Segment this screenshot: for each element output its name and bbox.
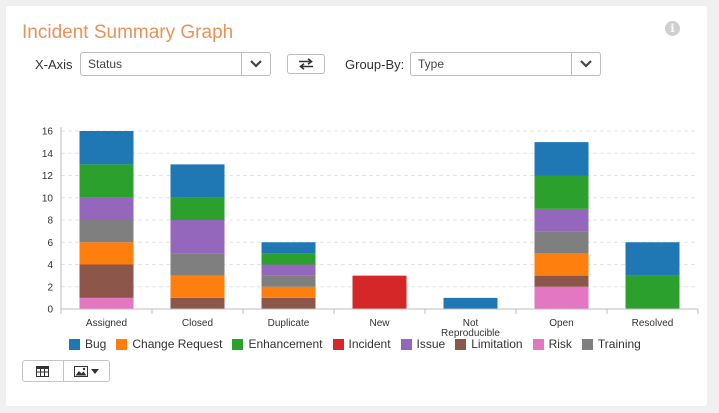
page-title: Incident Summary Graph [22, 22, 234, 43]
chart-legend: Bug Change Request Enhancement Incident Issu… [69, 336, 651, 352]
bar-segment[interactable] [79, 164, 134, 198]
y-tick-label: 8 [47, 216, 53, 227]
bar-segment[interactable] [170, 197, 225, 220]
bar-segment[interactable] [261, 264, 316, 276]
x-tick-label: Closed [182, 318, 213, 329]
legend-swatch [69, 338, 80, 350]
bar-segment[interactable] [534, 275, 589, 287]
bar-segment[interactable] [79, 197, 134, 220]
legend-item[interactable]: Change Request [116, 337, 222, 351]
bar-segment[interactable] [79, 220, 134, 243]
xaxis-label: X-Axis [35, 57, 73, 72]
chart-toolbar [22, 360, 110, 382]
legend-swatch [455, 338, 467, 350]
y-tick-label: 0 [47, 305, 53, 316]
bar-segment[interactable] [79, 297, 134, 309]
y-tick-label: 6 [47, 238, 53, 249]
stacked-bar-chart: 0 2 4 6 8 10 12 14 16 Assigned Closed Duplicate New N… [42, 127, 699, 339]
y-tick-label: 10 [42, 193, 54, 204]
y-tick-label: 14 [42, 149, 54, 160]
legend-item[interactable]: Issue [400, 337, 446, 351]
bar-segment[interactable] [534, 253, 589, 276]
bar-segment[interactable] [261, 286, 316, 298]
image-export-button[interactable] [64, 361, 109, 381]
legend-item[interactable]: Bug [69, 337, 106, 351]
legend-label: Enhancement [248, 337, 323, 351]
y-tick-label: 16 [42, 127, 54, 138]
info-icon[interactable]: i [665, 21, 680, 36]
legend-swatch [532, 338, 544, 350]
image-icon [73, 365, 88, 377]
bar-segment[interactable] [170, 164, 225, 198]
legend-label: Incident [348, 337, 391, 351]
legend-item[interactable]: Limitation [455, 337, 523, 351]
groupby-label: Group-By: [345, 57, 405, 72]
legend-label: Issue [416, 337, 446, 351]
bar-segment[interactable] [261, 275, 316, 287]
xaxis-selected-value: Status [88, 57, 123, 71]
legend-swatch [400, 338, 412, 350]
bar-segment[interactable] [534, 231, 589, 254]
bar-segment[interactable] [534, 142, 589, 176]
legend-label: Change Request [132, 337, 223, 351]
x-tick-label: Resolved [632, 318, 674, 329]
table-view-button[interactable] [23, 361, 64, 381]
bar-segment[interactable] [534, 286, 589, 309]
legend-item[interactable]: Incident [332, 337, 391, 351]
chevron-down-icon[interactable] [571, 53, 600, 75]
incident-summary-card: Incident Summary Graph i X-Axis Status G… [6, 6, 707, 406]
bar-segment[interactable] [79, 131, 134, 165]
bar-segment[interactable] [534, 208, 589, 232]
legend-swatch [116, 338, 128, 350]
bar-segment[interactable] [625, 242, 680, 276]
bar-segment[interactable] [261, 297, 316, 309]
legend-swatch [332, 338, 344, 350]
swap-arrows-icon [299, 58, 313, 70]
bar-segment[interactable] [170, 275, 225, 298]
bar-segment[interactable] [534, 175, 589, 209]
legend-label: Training [597, 337, 641, 351]
bar-segment[interactable] [261, 253, 316, 265]
legend-swatch [232, 338, 244, 350]
x-tick-label: Duplicate [268, 318, 310, 329]
legend-label: Bug [85, 337, 107, 351]
bar-segment[interactable] [79, 264, 134, 298]
bar-segment[interactable] [625, 275, 680, 309]
xaxis-select[interactable]: Status [80, 52, 271, 76]
x-tick-label: Not Reproducible [441, 318, 500, 339]
x-tick-label: Open [549, 318, 573, 329]
legend-item[interactable]: Enhancement [232, 337, 323, 351]
groupby-selected-value: Type [418, 57, 445, 71]
table-icon [36, 365, 50, 377]
bar-segment[interactable] [79, 242, 134, 265]
y-tick-label: 12 [42, 171, 54, 182]
legend-item[interactable]: Training [581, 337, 641, 351]
y-tick-label: 2 [47, 282, 53, 293]
x-tick-label: Assigned [86, 318, 127, 329]
legend-item[interactable]: Risk [532, 337, 572, 351]
legend-label: Risk [548, 337, 572, 351]
y-tick-label: 4 [47, 260, 53, 271]
legend-label: Limitation [471, 337, 523, 351]
swap-axes-button[interactable] [287, 54, 325, 74]
groupby-select[interactable]: Type [410, 52, 601, 76]
chevron-down-icon[interactable] [241, 53, 270, 75]
legend-swatch [581, 338, 593, 350]
bar-segment[interactable] [352, 275, 407, 309]
caret-down-icon [90, 368, 99, 374]
bar-segment[interactable] [443, 297, 498, 309]
bar-segment[interactable] [170, 220, 225, 254]
x-tick-label: New [369, 318, 390, 329]
bar-segment[interactable] [170, 297, 225, 309]
bar-segment[interactable] [261, 242, 316, 254]
bar-segment[interactable] [170, 253, 225, 276]
